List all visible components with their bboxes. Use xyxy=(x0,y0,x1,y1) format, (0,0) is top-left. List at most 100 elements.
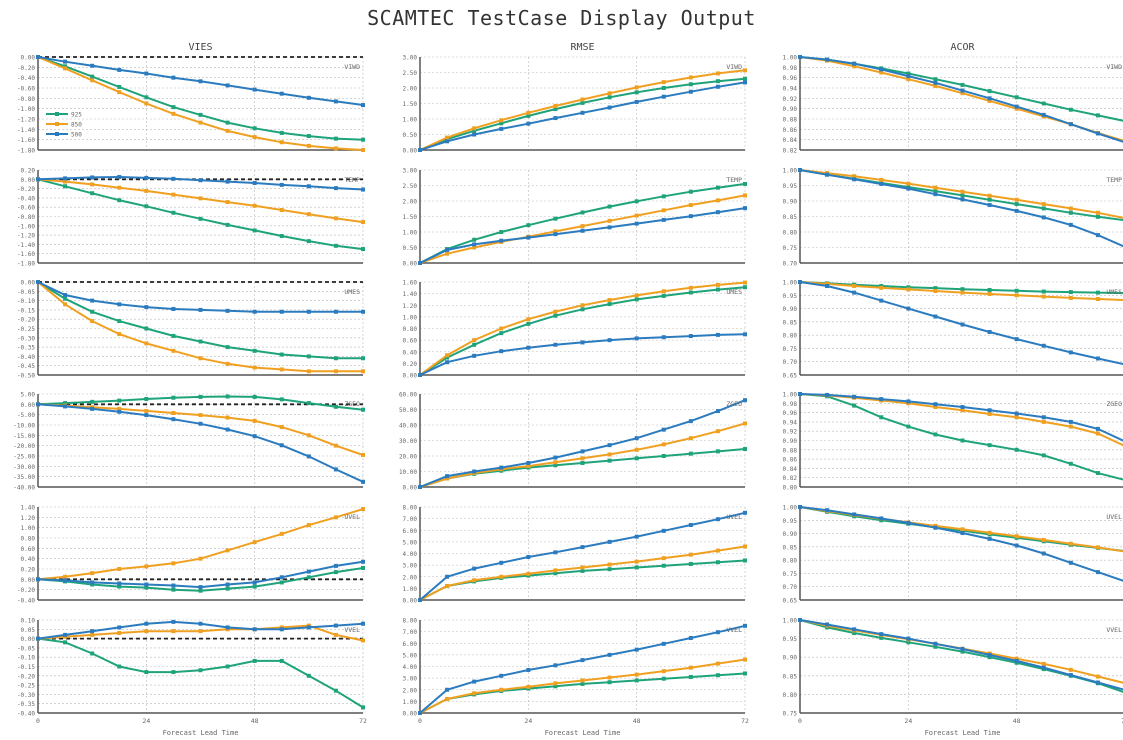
panel-rmse-temp: 3.00 2.50 2.00 1.50 1.00 0.50 0.00 TEMP xyxy=(403,168,747,268)
ytick-label: -1.60 xyxy=(17,137,35,144)
data-point-500 xyxy=(1014,337,1019,342)
data-point-925 xyxy=(361,565,365,570)
data-point-850 xyxy=(688,552,693,557)
xtick-label: 72 xyxy=(741,717,749,725)
data-point-850 xyxy=(90,571,95,576)
data-point-850 xyxy=(279,207,284,212)
ytick-label: 0.94 xyxy=(783,86,798,93)
ytick-label: 0.00 xyxy=(403,148,418,155)
ytick-label: 0.95 xyxy=(783,518,798,525)
data-point-500 xyxy=(361,479,365,484)
data-point-500 xyxy=(634,647,639,652)
data-point-500 xyxy=(1041,551,1046,556)
data-point-925 xyxy=(306,575,311,580)
data-point-925 xyxy=(225,222,230,227)
data-point-925 xyxy=(661,86,666,90)
data-point-925 xyxy=(144,585,149,590)
data-point-500 xyxy=(1068,222,1073,227)
ytick-label: 0.80 xyxy=(783,333,798,340)
data-point-500 xyxy=(743,398,747,403)
ytick-label: 0.75 xyxy=(783,346,798,353)
data-point-500 xyxy=(36,402,40,407)
ytick-label: 1.00 xyxy=(403,586,418,593)
data-point-850 xyxy=(63,302,68,307)
ytick-label: -20.00 xyxy=(13,443,35,450)
data-point-850 xyxy=(688,75,693,80)
data-point-500 xyxy=(499,465,504,470)
data-point-500 xyxy=(798,280,802,284)
data-point-500 xyxy=(306,625,311,630)
data-point-500 xyxy=(117,67,122,72)
data-point-850 xyxy=(198,556,203,561)
data-point-500 xyxy=(607,539,612,544)
data-point-925 xyxy=(715,673,720,678)
data-point-925 xyxy=(743,447,747,452)
ytick-label: 0.92 xyxy=(783,429,798,436)
ytick-label: 0.50 xyxy=(403,132,418,139)
data-point-925 xyxy=(661,676,666,681)
data-point-500 xyxy=(445,139,450,144)
data-point-850 xyxy=(252,365,257,370)
ytick-label: -0.40 xyxy=(17,711,35,718)
ytick-label: 1.50 xyxy=(403,214,418,221)
data-point-925 xyxy=(634,199,639,204)
data-point-500 xyxy=(825,172,830,177)
data-point-500 xyxy=(960,647,965,652)
ytick-label: 0.00 xyxy=(403,485,418,492)
ytick-label: 30.00 xyxy=(399,438,417,445)
xtick-label: 48 xyxy=(251,717,259,725)
data-point-500 xyxy=(306,309,311,314)
panel-label: ZGEO xyxy=(344,400,360,408)
panel-acor-vvel: 1.00 0.95 0.90 0.85 0.80 0.75 VVEL 0 24 48 72 Forec… xyxy=(783,618,1123,737)
data-point-850 xyxy=(526,317,531,322)
data-point-925 xyxy=(333,688,338,693)
data-point-925 xyxy=(960,438,965,443)
data-point-850 xyxy=(743,68,747,73)
data-point-925 xyxy=(279,397,284,402)
data-point-500 xyxy=(171,417,176,422)
data-point-500 xyxy=(252,181,257,186)
data-point-500 xyxy=(580,658,585,663)
series-line-925 xyxy=(419,286,746,376)
data-point-925 xyxy=(144,326,149,331)
data-point-500 xyxy=(279,443,284,448)
data-point-500 xyxy=(198,421,203,426)
xtick-label: 0 xyxy=(36,717,40,725)
data-point-850 xyxy=(63,179,68,184)
data-point-850 xyxy=(90,182,95,187)
data-point-500 xyxy=(117,581,122,586)
data-point-850 xyxy=(472,245,477,250)
data-point-500 xyxy=(1041,215,1046,220)
ytick-label: -30.00 xyxy=(13,464,35,471)
ytick-label: 0.94 xyxy=(783,419,798,426)
data-point-500 xyxy=(526,121,531,126)
data-point-925 xyxy=(553,216,558,221)
data-point-500 xyxy=(1041,343,1046,348)
ytick-label: 0.80 xyxy=(783,230,798,237)
series-line-850 xyxy=(419,69,746,151)
data-point-925 xyxy=(306,401,311,406)
data-point-850 xyxy=(526,684,531,689)
data-point-925 xyxy=(171,395,176,400)
data-point-850 xyxy=(333,216,338,221)
data-point-925 xyxy=(117,198,122,203)
data-point-850 xyxy=(306,523,311,528)
data-point-850 xyxy=(361,148,365,152)
data-point-500 xyxy=(90,406,95,411)
data-point-850 xyxy=(879,70,884,75)
data-point-850 xyxy=(472,578,477,583)
data-point-850 xyxy=(445,476,450,481)
data-point-850 xyxy=(1095,674,1100,679)
ytick-label: 0.88 xyxy=(783,117,798,124)
panel-label: TEMP xyxy=(1106,176,1122,184)
data-point-925 xyxy=(553,107,558,112)
data-point-925 xyxy=(960,82,965,87)
data-point-500 xyxy=(333,467,338,472)
data-point-925 xyxy=(306,673,311,678)
data-point-500 xyxy=(933,402,938,407)
panel-rmse-vvel: 8.00 7.00 6.00 5.00 4.00 3.00 2.00 1.00 0.00 VVEL… xyxy=(403,618,749,738)
data-point-500 xyxy=(171,75,176,80)
ytick-label: 0.85 xyxy=(783,544,798,551)
data-point-925 xyxy=(252,348,257,353)
legend-text-850: 850 xyxy=(71,122,82,129)
